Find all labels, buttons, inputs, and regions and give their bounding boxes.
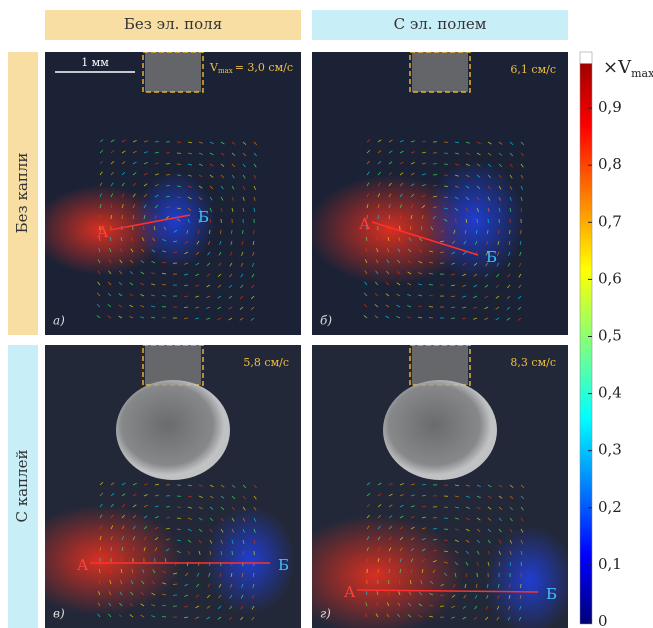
point-b: Б xyxy=(546,585,557,603)
vmax-sub: max xyxy=(218,67,233,75)
velocity-vector xyxy=(143,226,144,230)
row-header: Без капли xyxy=(13,153,31,234)
colorbar-unit: ×Vmax xyxy=(603,57,653,80)
drop xyxy=(383,380,497,480)
colorbar-tick-label: 0,2 xyxy=(598,498,622,516)
colorbar-tick-label: 0,6 xyxy=(598,269,622,287)
colorbar-tick-label: 0,3 xyxy=(598,441,622,459)
velocity-vector xyxy=(466,573,467,577)
nozzle xyxy=(145,52,201,92)
velocity-vector xyxy=(487,230,488,234)
panel-label: г) xyxy=(320,607,331,621)
velocity-vector xyxy=(444,540,448,541)
vmax: 8,3 см/с xyxy=(510,356,556,369)
velocity-vector xyxy=(177,186,181,187)
velocity-vector xyxy=(444,186,448,187)
panel: А Бб) 6,1 см/с xyxy=(308,52,569,335)
row-header: С каплей xyxy=(13,450,31,523)
colorbar xyxy=(580,52,592,624)
point-a: А xyxy=(344,583,356,601)
colorbar-tick-label: 0,1 xyxy=(598,555,622,573)
point-a: А xyxy=(359,215,371,233)
point-b: Б xyxy=(278,556,289,574)
velocity-vector xyxy=(162,295,166,296)
colorbar-tick-label: 0,9 xyxy=(598,98,622,116)
point-b: Б xyxy=(198,208,209,226)
panel: А Бг) 8,3 см/с xyxy=(285,345,575,628)
velocity-vector xyxy=(399,580,400,584)
colorbar-tick-label: 0,4 xyxy=(598,384,622,402)
nozzle xyxy=(412,52,468,92)
velocity-vector xyxy=(210,219,211,223)
nozzle xyxy=(145,345,201,385)
velocity-vector xyxy=(173,584,177,585)
velocity-vector xyxy=(477,219,478,223)
velocity-vector xyxy=(400,569,401,573)
column-header: Без эл. поля xyxy=(124,15,222,33)
velocity-vector xyxy=(184,318,188,319)
nozzle xyxy=(412,345,468,385)
point-a: А xyxy=(77,556,89,574)
velocity-vector xyxy=(451,318,455,319)
drop xyxy=(116,380,230,480)
velocity-vector xyxy=(166,517,170,518)
vmax: 6,1 см/с xyxy=(510,63,556,76)
velocity-vector xyxy=(429,295,433,296)
vmax: 5,8 см/с xyxy=(243,356,289,369)
panel: А Бв) 5,8 см/с xyxy=(18,345,302,628)
colorbar-tick-label: 0 xyxy=(598,612,608,628)
figure: Без эл. поля С эл. полем Без капли С кап… xyxy=(0,0,653,628)
panel-label: а) xyxy=(53,314,65,328)
velocity-vector xyxy=(410,226,411,230)
vmax-value: = 3,0 см/с xyxy=(235,61,293,74)
velocity-vector xyxy=(498,584,499,588)
point-b: Б xyxy=(486,248,497,266)
panel-label: б) xyxy=(320,314,332,328)
panel: АБа)1 ммVmax= 3,0 см/с xyxy=(33,52,302,335)
scale-bar-label: 1 мм xyxy=(81,56,109,69)
velocity-vector xyxy=(220,230,221,234)
colorbar-tick-label: 0,8 xyxy=(598,155,622,173)
colorbar-tick-label: 0,5 xyxy=(598,327,622,345)
velocity-vector xyxy=(111,215,112,219)
velocity-vector xyxy=(378,215,379,219)
colorbar-tick-label: 0,7 xyxy=(598,212,622,230)
panel-label: в) xyxy=(53,607,65,621)
column-header: С эл. полем xyxy=(394,15,487,33)
point-a: А xyxy=(97,223,109,241)
